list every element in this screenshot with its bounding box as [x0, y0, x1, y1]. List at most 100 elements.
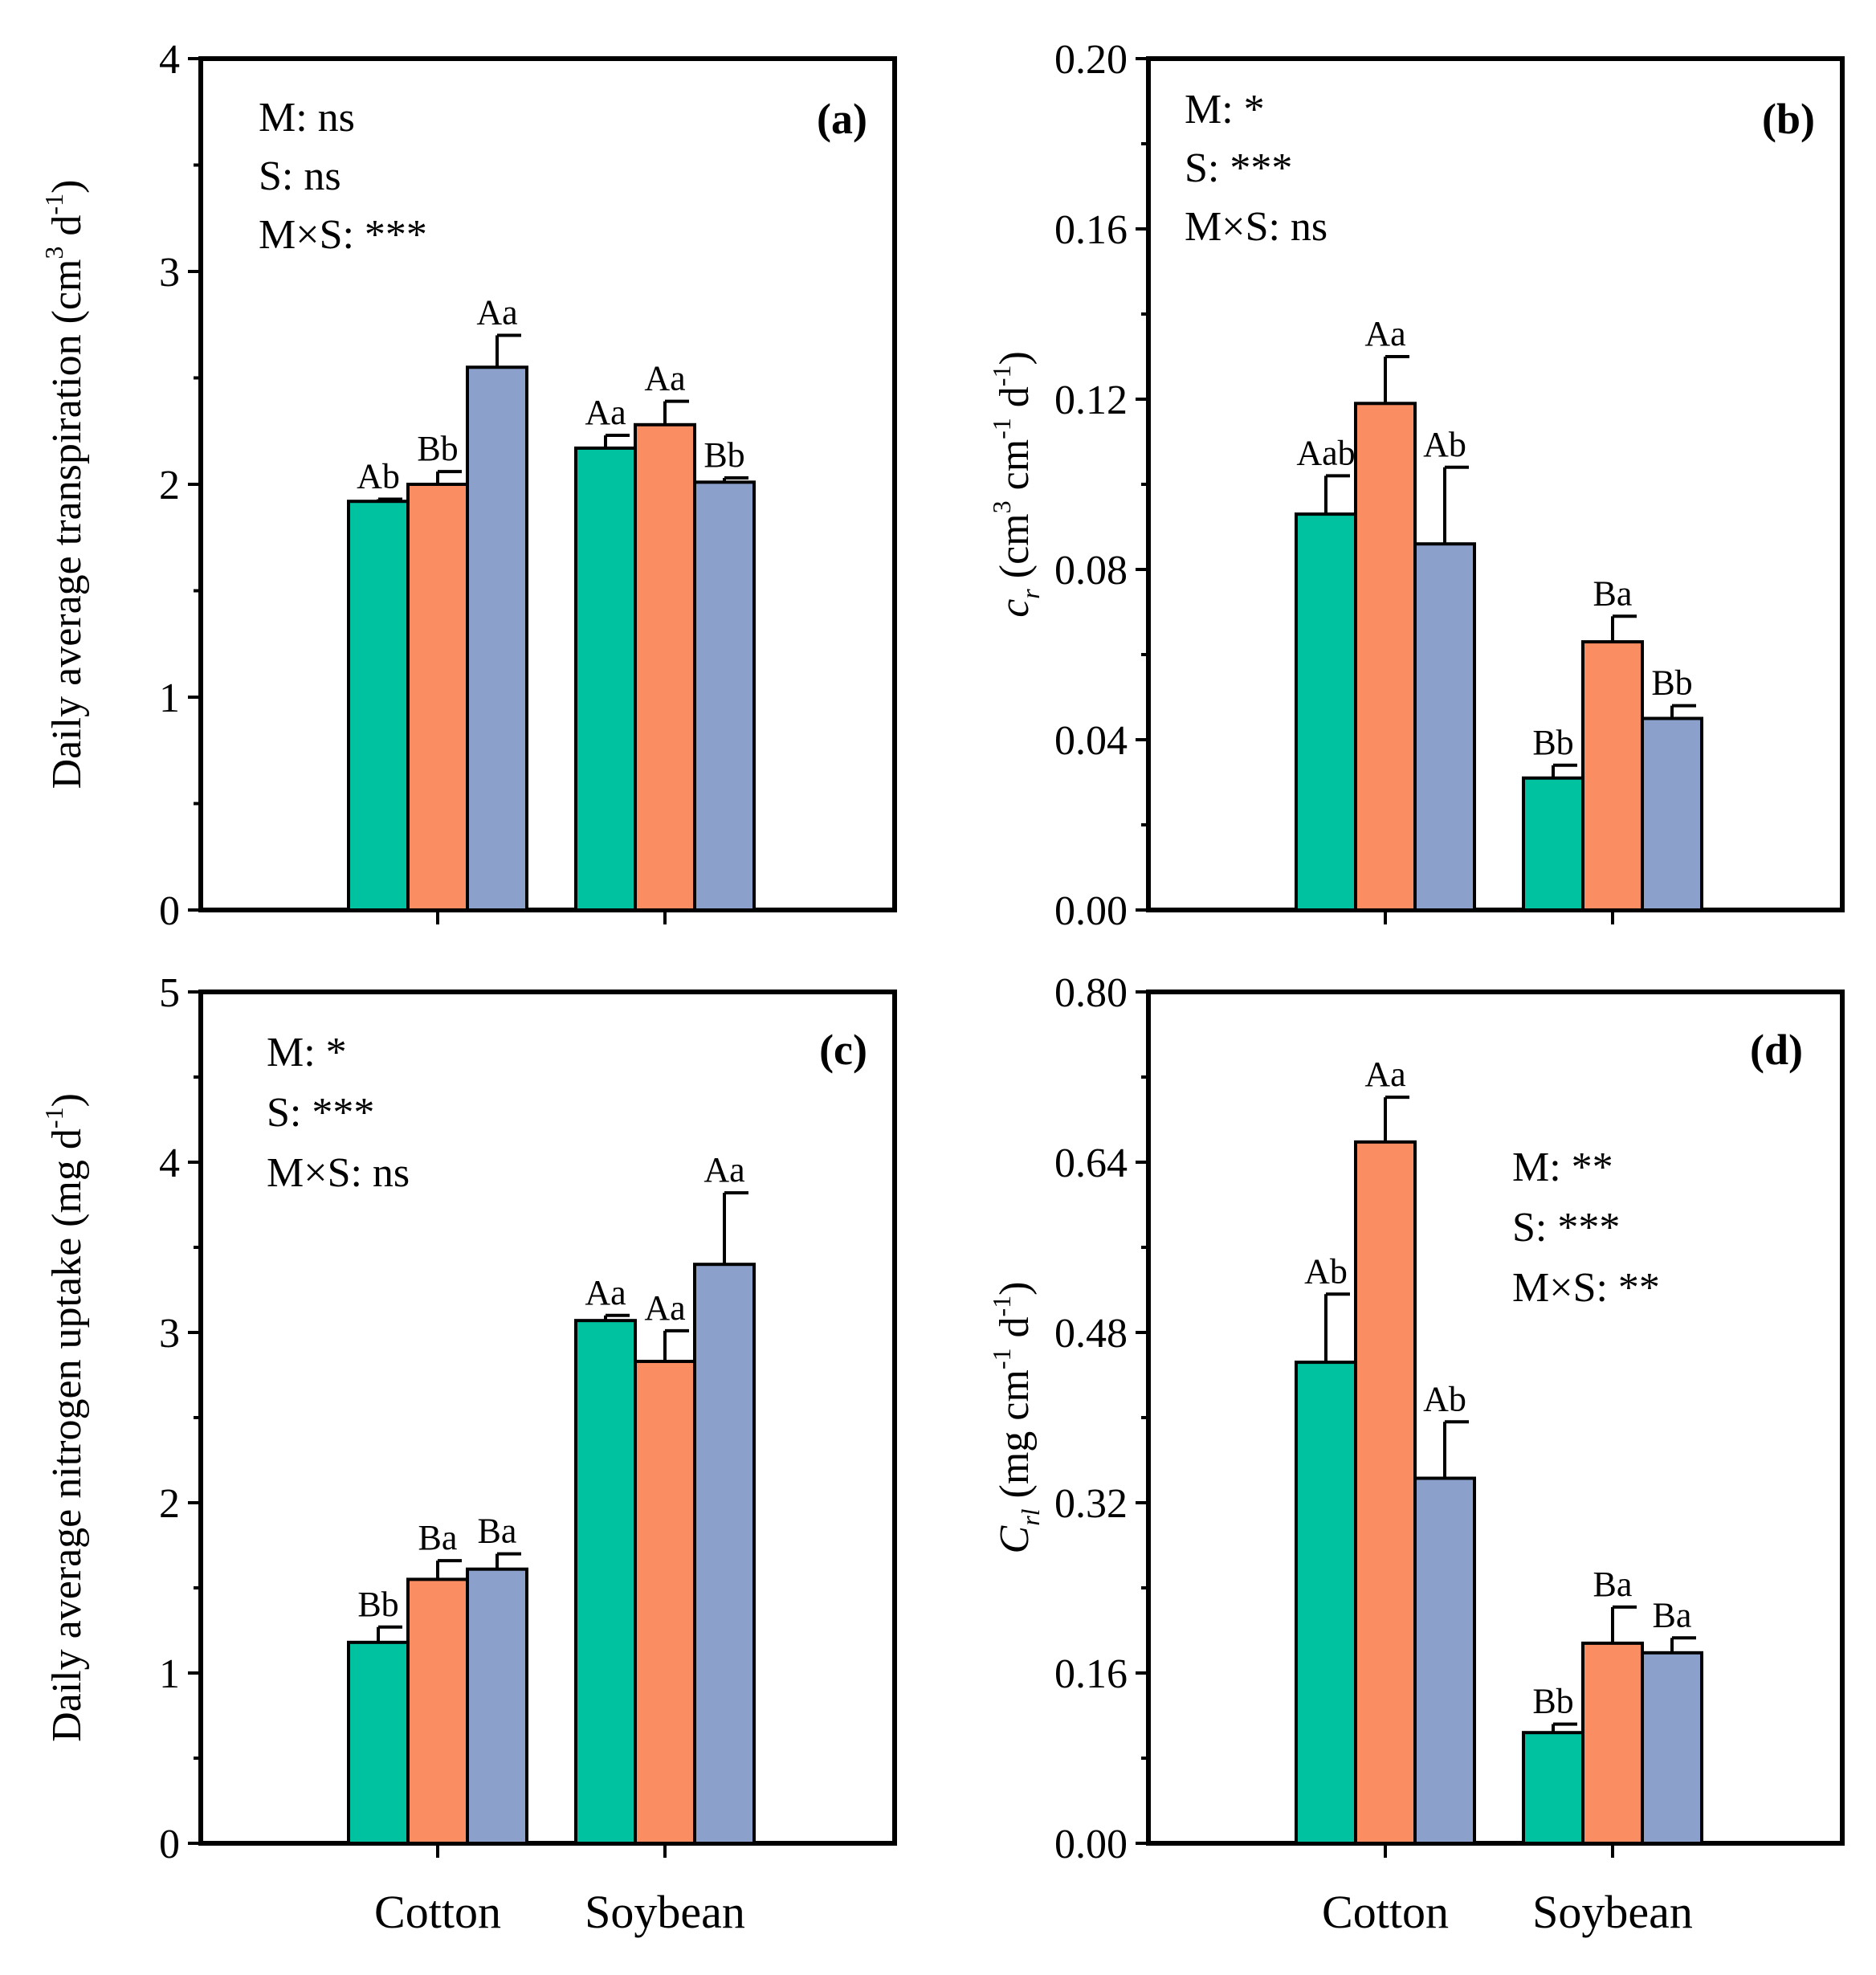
- bar-letter-label: Ab: [1304, 1251, 1348, 1291]
- y-tick-label: 0.80: [1054, 970, 1128, 1016]
- bar-letter-label: Aa: [644, 359, 685, 398]
- bar-letter-label: Aa: [585, 1273, 626, 1312]
- x-ticks: [436, 910, 667, 924]
- stat-line: M: *: [267, 1030, 347, 1075]
- bar-letter-label: Ba: [418, 1518, 458, 1557]
- bar-letter-label: Bb: [357, 1585, 398, 1624]
- y-tick-label: 0.04: [1054, 718, 1128, 764]
- bar-cotton-series2: [1354, 402, 1417, 912]
- bar-soybean-series1: [574, 1319, 637, 1846]
- bar-soybean-series1: [1522, 1731, 1584, 1846]
- bar-cotton-series3: [1413, 542, 1476, 912]
- x-ticks: [1384, 1843, 1614, 1858]
- bar-cotton-series3: [466, 365, 528, 912]
- y-tick-label: 4: [159, 37, 180, 83]
- panel-letter: (b): [1762, 95, 1815, 143]
- bar-letter-label: Aa: [704, 1150, 744, 1189]
- y-tick-label: 0: [159, 888, 180, 934]
- y-tick-label: 1: [159, 1651, 180, 1697]
- y-tick-label: 0.00: [1054, 888, 1128, 934]
- bar-letter-label: Bb: [704, 435, 744, 475]
- bar-cotton-series2: [406, 483, 469, 912]
- bars: Ab Aa Ab Bb Ba Ba: [1295, 1055, 1703, 1846]
- bar-letter-label: Bb: [417, 429, 458, 468]
- bar-soybean-series2: [634, 1360, 696, 1846]
- bar-letter-label: Aa: [585, 393, 626, 432]
- bar-letter-label: Aab: [1296, 433, 1355, 472]
- category-label-cotton: Cotton: [374, 1886, 501, 1938]
- x-ticks: [1384, 910, 1614, 924]
- bars: Aab Aa Ab Bb Ba Bb: [1295, 314, 1703, 912]
- bar-letter-label: Aa: [1364, 314, 1405, 353]
- y-tick-label: 0.48: [1054, 1311, 1128, 1357]
- panel-letter: (c): [819, 1026, 867, 1074]
- y-tick-label: 0.12: [1054, 377, 1128, 423]
- bars: Ab Bb Aa Aa Aa Bb: [347, 293, 756, 912]
- stats-block: M: ns S: ns M×S: ***: [259, 95, 427, 258]
- panel-d: 0.00 0.16 0.32 0.48 0.64 0.80 Ab Aa Ab Bb Ba Ba (d…: [987, 970, 1845, 1938]
- bar-letter-label: Ba: [478, 1512, 517, 1551]
- stat-line: M: **: [1512, 1145, 1613, 1190]
- y-axis-title: Daily average nitrogen uptake (mg d-1): [39, 1093, 90, 1742]
- bar-letter-label: Aa: [476, 293, 517, 333]
- panel-letter: (d): [1750, 1026, 1803, 1074]
- bar-letter-label: Ab: [1423, 425, 1466, 464]
- stat-line: S: ***: [267, 1090, 374, 1136]
- bar-cotton-series1: [347, 500, 410, 912]
- y-axis: 0 1 2 3 4 5: [159, 970, 201, 1867]
- panel-c: 0 1 2 3 4 5 Bb Ba Ba Aa Aa Aa (c) M: * S: *** M×S: n…: [39, 970, 897, 1938]
- stat-line: M×S: ns: [267, 1150, 410, 1196]
- stat-line: S: ***: [1185, 145, 1292, 191]
- bar-letter-label: Ba: [1593, 1565, 1633, 1604]
- category-label-cotton: Cotton: [1322, 1886, 1449, 1938]
- bar-cotton-series2: [406, 1577, 469, 1846]
- stat-line: M×S: ns: [1185, 204, 1327, 250]
- bar-soybean-series1: [1522, 776, 1584, 912]
- y-tick-label: 3: [159, 250, 180, 296]
- y-axis-title: Crl (mg cm-1 d-1): [987, 1282, 1045, 1554]
- bar-letter-label: Ab: [1423, 1379, 1466, 1418]
- y-tick-label: 0.16: [1054, 1651, 1128, 1697]
- bar-soybean-series2: [634, 422, 696, 912]
- stats-block: M: * S: *** M×S: ns: [267, 1030, 410, 1196]
- panel-letter: (a): [817, 95, 867, 143]
- y-tick-label: 2: [159, 1481, 180, 1527]
- bar-soybean-series2: [1581, 640, 1644, 912]
- bar-soybean-series3: [1641, 716, 1703, 912]
- bar-letter-label: Aa: [1364, 1055, 1405, 1094]
- bars: Bb Ba Ba Aa Aa Aa: [347, 1150, 756, 1846]
- bar-soybean-series3: [693, 1263, 756, 1845]
- stat-line: S: ns: [259, 153, 341, 199]
- y-tick-label: 0.08: [1054, 548, 1128, 594]
- category-label-soybean: Soybean: [585, 1886, 745, 1938]
- y-tick-label: 0.20: [1054, 37, 1128, 83]
- y-tick-label: 1: [159, 675, 180, 721]
- y-tick-label: 2: [159, 463, 180, 508]
- x-ticks: [436, 1843, 667, 1858]
- bar-letter-label: Bb: [1532, 723, 1573, 762]
- stat-line: S: ***: [1512, 1205, 1620, 1251]
- stat-line: M×S: ***: [259, 212, 427, 258]
- bar-letter-label: Ba: [1653, 1595, 1692, 1634]
- stat-line: M×S: **: [1512, 1265, 1660, 1311]
- category-label-soybean: Soybean: [1532, 1886, 1693, 1938]
- bar-letter-label: Bb: [1532, 1682, 1573, 1721]
- bar-cotton-series3: [1413, 1476, 1476, 1846]
- bar-letter-label: Ba: [1593, 573, 1633, 613]
- bar-soybean-series2: [1581, 1641, 1644, 1846]
- y-axis: 0 1 2 3 4: [159, 37, 201, 934]
- stat-line: M: ns: [259, 95, 355, 141]
- panel-b: 0.00 0.04 0.08 0.12 0.16 0.20 Aab Aa Ab Bb Ba Bb (…: [987, 37, 1845, 934]
- y-tick-label: 5: [159, 970, 180, 1016]
- bar-cotton-series2: [1354, 1140, 1417, 1845]
- stats-block: M: * S: *** M×S: ns: [1185, 87, 1327, 250]
- bar-cotton-series1: [1295, 1361, 1357, 1846]
- y-axis-title: Daily average transpiration (cm3 d-1): [39, 180, 90, 790]
- bar-cotton-series3: [466, 1567, 528, 1845]
- y-axis: 0.00 0.04 0.08 0.12 0.16 0.20: [1054, 37, 1148, 934]
- y-tick-label: 0.32: [1054, 1481, 1128, 1527]
- bar-letter-label: Bb: [1651, 663, 1692, 703]
- y-tick-label: 3: [159, 1311, 180, 1357]
- bar-soybean-series1: [574, 446, 637, 912]
